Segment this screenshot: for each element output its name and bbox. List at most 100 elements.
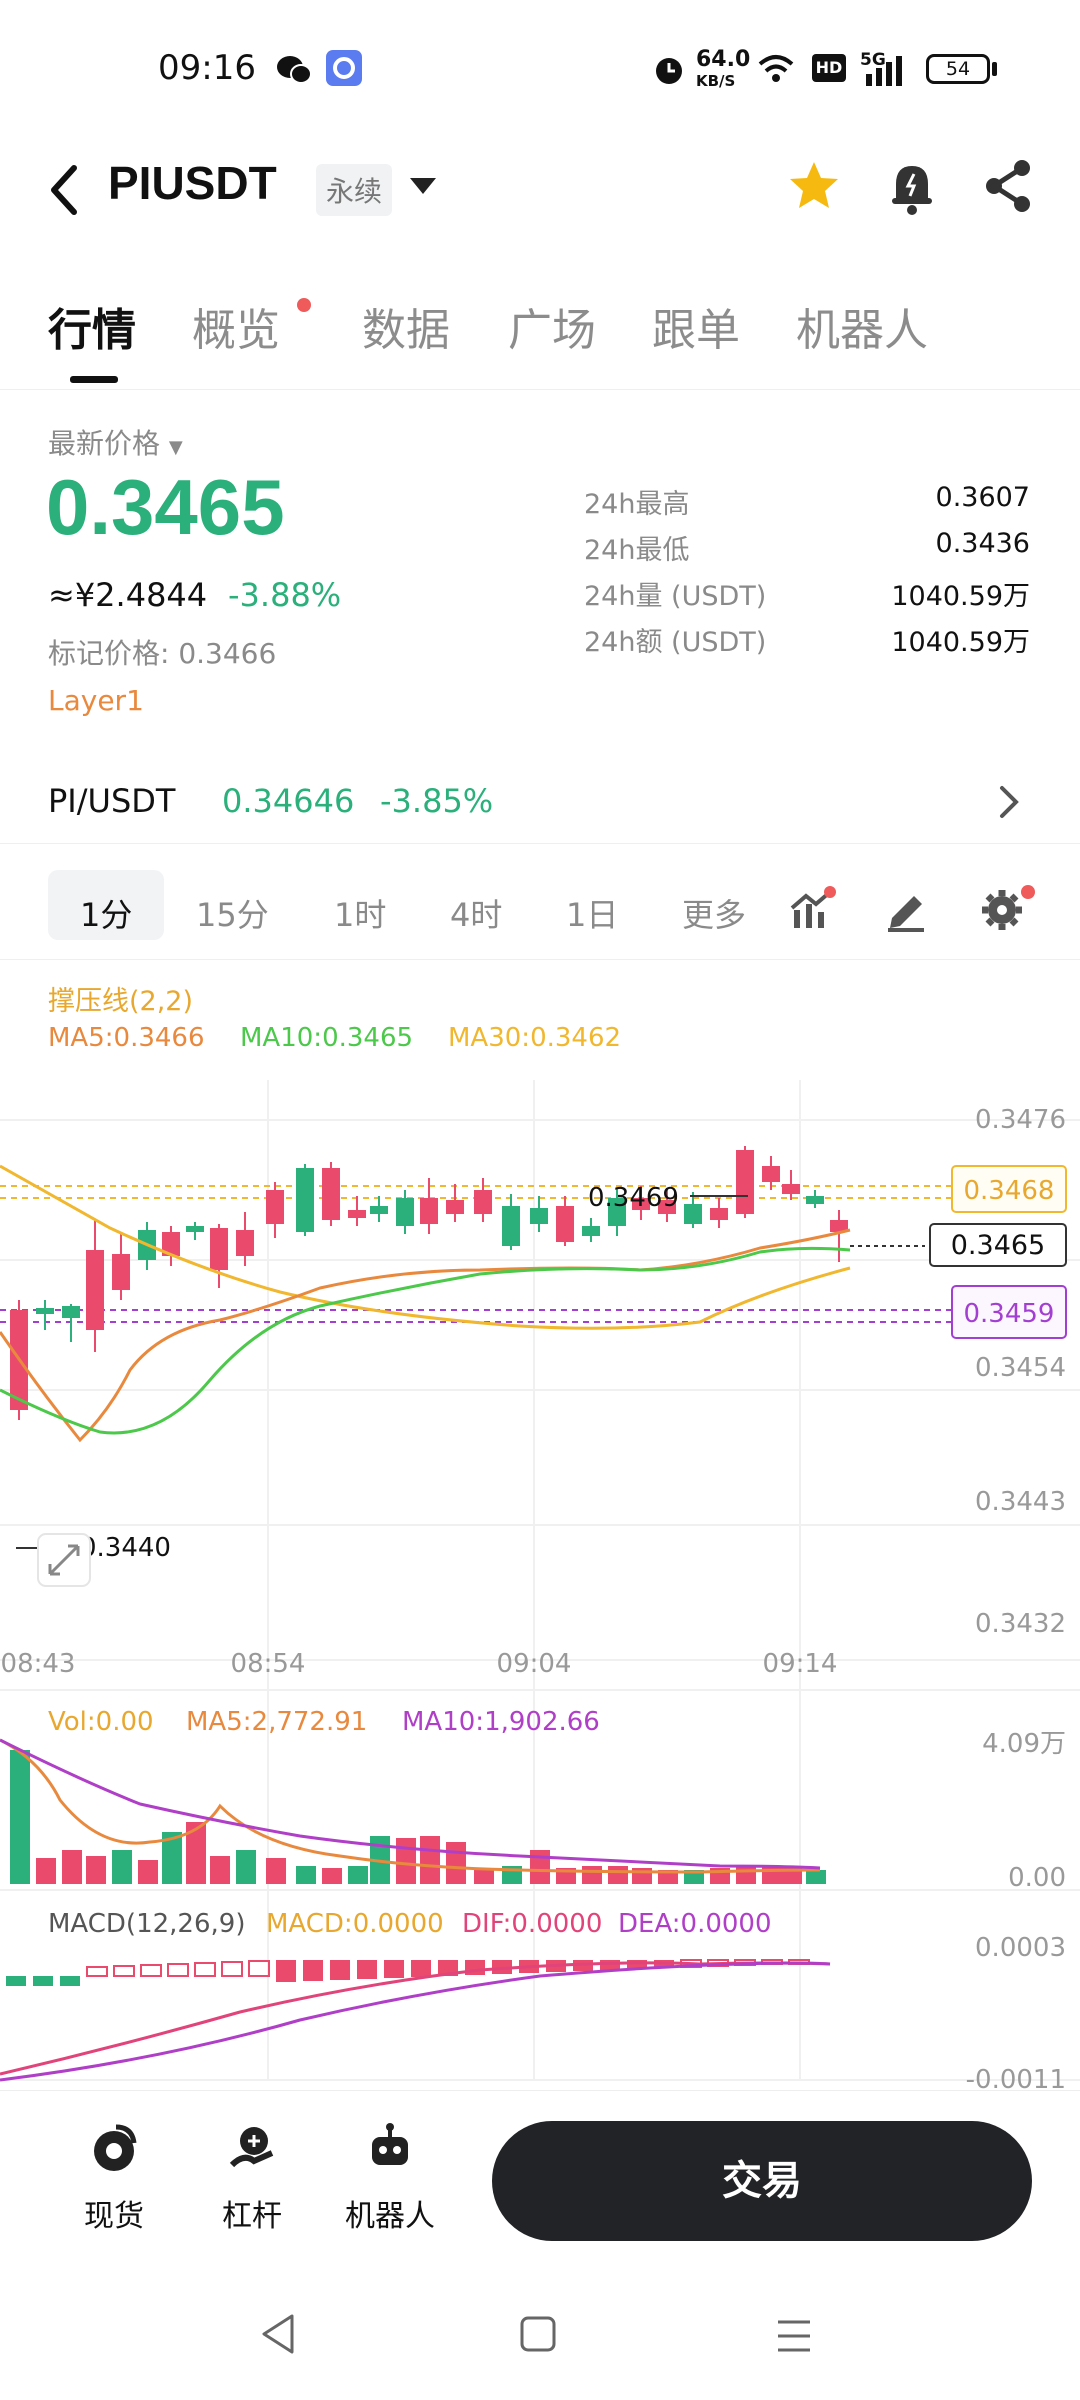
macd-bar bbox=[357, 1960, 377, 1979]
timeframe-1d[interactable]: 1日 bbox=[566, 896, 619, 934]
macd-histogram bbox=[6, 1959, 810, 1986]
tab-data[interactable]: 数据 bbox=[362, 305, 450, 356]
app-notification-icon bbox=[326, 50, 362, 86]
system-back-icon[interactable] bbox=[258, 2312, 298, 2356]
tab-square[interactable]: 广场 bbox=[508, 305, 596, 356]
hd-icon: HD bbox=[812, 54, 846, 82]
settings-gear-icon[interactable] bbox=[978, 882, 1038, 934]
nav-bot[interactable]: 机器人 bbox=[330, 2121, 450, 2235]
volume-bar bbox=[322, 1868, 342, 1884]
fullscreen-icon[interactable] bbox=[37, 1533, 91, 1587]
volume-bar bbox=[138, 1860, 158, 1884]
volume-bar bbox=[62, 1850, 82, 1884]
macd-bar bbox=[194, 1962, 216, 1977]
share-icon[interactable] bbox=[980, 156, 1036, 216]
candle bbox=[420, 1198, 438, 1224]
candle bbox=[582, 1226, 600, 1236]
tab-overview[interactable]: 概览 bbox=[192, 305, 280, 356]
indicator-icon[interactable] bbox=[790, 884, 838, 932]
macd-bar bbox=[384, 1960, 404, 1978]
timeframe-1m[interactable]: 1分 bbox=[80, 896, 133, 934]
tab-copy-trading[interactable]: 跟单 bbox=[652, 305, 740, 356]
macd-dea: DEA:0.0000 bbox=[618, 1909, 772, 1939]
spot-coin-icon bbox=[94, 2124, 137, 2171]
volume-bar bbox=[446, 1842, 466, 1884]
volume-bar bbox=[36, 1858, 56, 1884]
macd-bar bbox=[248, 1960, 270, 1977]
macd-bar bbox=[33, 1976, 53, 1986]
candle bbox=[162, 1232, 180, 1256]
battery-icon: 54 bbox=[926, 54, 990, 84]
alert-bell-icon[interactable] bbox=[884, 156, 940, 216]
candle bbox=[186, 1226, 204, 1232]
ma30-line bbox=[0, 1164, 851, 1330]
timeframe-4h[interactable]: 4时 bbox=[450, 896, 503, 934]
macd-title: MACD(12,26,9) bbox=[48, 1909, 245, 1939]
candle bbox=[266, 1190, 284, 1224]
support-price-tag-box bbox=[951, 1285, 1067, 1339]
candle bbox=[296, 1168, 314, 1232]
macd-bar bbox=[600, 1960, 620, 1970]
timeframe-15m[interactable]: 15分 bbox=[196, 896, 269, 934]
volume-bar bbox=[236, 1850, 256, 1884]
timeframe-1h[interactable]: 1时 bbox=[334, 896, 387, 934]
dea-line bbox=[0, 1961, 831, 2082]
latest-price-dropdown-icon: ▼ bbox=[168, 437, 183, 458]
volume-bar bbox=[420, 1836, 440, 1884]
overview-notification-dot bbox=[297, 298, 311, 312]
symbol-title[interactable]: PIUSDT bbox=[108, 157, 277, 209]
candle bbox=[502, 1206, 520, 1246]
symbol-dropdown-icon[interactable] bbox=[410, 178, 436, 194]
nav-margin[interactable]: 杠杆 bbox=[192, 2121, 312, 2235]
network-type: 5G bbox=[860, 50, 886, 70]
status-time: 09:16 bbox=[158, 48, 256, 88]
kline-chart-svg: 撑压线(2,2) MA5:0.3466 MA10:0.3465 MA30:0.3… bbox=[0, 986, 1080, 2095]
contract-type-badge: 永续 bbox=[316, 164, 393, 216]
volume-bar bbox=[112, 1850, 132, 1884]
tab-bots[interactable]: 机器人 bbox=[796, 305, 928, 356]
volume-ma10-line bbox=[0, 1738, 821, 1870]
system-menu-icon[interactable] bbox=[774, 2316, 814, 2356]
candle bbox=[684, 1204, 702, 1224]
volume-bar bbox=[474, 1868, 494, 1884]
margin-icon bbox=[229, 2127, 274, 2168]
status-bar: 09:16 64.0 KB/S HD 5G 54 bbox=[0, 0, 1080, 150]
support-resistance-label: 撑压线(2,2) bbox=[48, 986, 193, 1017]
dif-line bbox=[0, 1961, 831, 2076]
header: PIUSDT 永续 bbox=[0, 130, 1080, 250]
high-marker-label: 0.3469 bbox=[588, 1183, 679, 1213]
spot-pair-row[interactable]: PI/USDT 0.34646 -3.85% bbox=[0, 760, 1080, 844]
macd-bar bbox=[276, 1960, 296, 1982]
volume-bar bbox=[582, 1866, 602, 1884]
robot-icon bbox=[372, 2123, 408, 2165]
kline-chart[interactable]: 撑压线(2,2) MA5:0.3466 MA10:0.3465 MA30:0.3… bbox=[0, 970, 1080, 2095]
candle bbox=[446, 1200, 464, 1214]
nav-bot-label: 机器人 bbox=[345, 2199, 435, 2234]
candle bbox=[396, 1198, 414, 1226]
volume-bar bbox=[736, 1866, 756, 1884]
volume-bar bbox=[348, 1866, 368, 1884]
latest-price-label[interactable]: 最新价格 ▼ bbox=[48, 427, 183, 460]
candle bbox=[632, 1198, 650, 1210]
back-arrow-icon[interactable] bbox=[44, 162, 84, 218]
battery-level: 54 bbox=[945, 58, 971, 80]
category-tag[interactable]: Layer1 bbox=[48, 684, 144, 717]
candle bbox=[210, 1228, 228, 1270]
volume-bar bbox=[162, 1832, 182, 1884]
ma5-line bbox=[0, 1228, 851, 1443]
nav-spot[interactable]: 现货 bbox=[54, 2121, 174, 2235]
tab-market[interactable]: 行情 bbox=[48, 305, 136, 356]
trade-button[interactable]: 交易 bbox=[492, 2121, 1032, 2241]
system-home-icon[interactable] bbox=[518, 2314, 558, 2354]
favorite-star-icon[interactable] bbox=[786, 158, 842, 214]
draw-pen-icon[interactable] bbox=[884, 884, 928, 932]
nav-spot-label: 现货 bbox=[84, 2199, 144, 2234]
x-tick-1: 08:43 bbox=[1, 1649, 76, 1679]
bottom-action-bar: 现货 杠杆 机器人 交易 bbox=[0, 2090, 1080, 2270]
volume-bar bbox=[396, 1838, 416, 1884]
timeframe-more[interactable]: 更多 bbox=[682, 896, 747, 934]
macd-value: MACD:0.0000 bbox=[266, 1909, 444, 1939]
macd-bar bbox=[6, 1976, 26, 1986]
candle bbox=[86, 1250, 104, 1330]
candle bbox=[348, 1210, 366, 1218]
